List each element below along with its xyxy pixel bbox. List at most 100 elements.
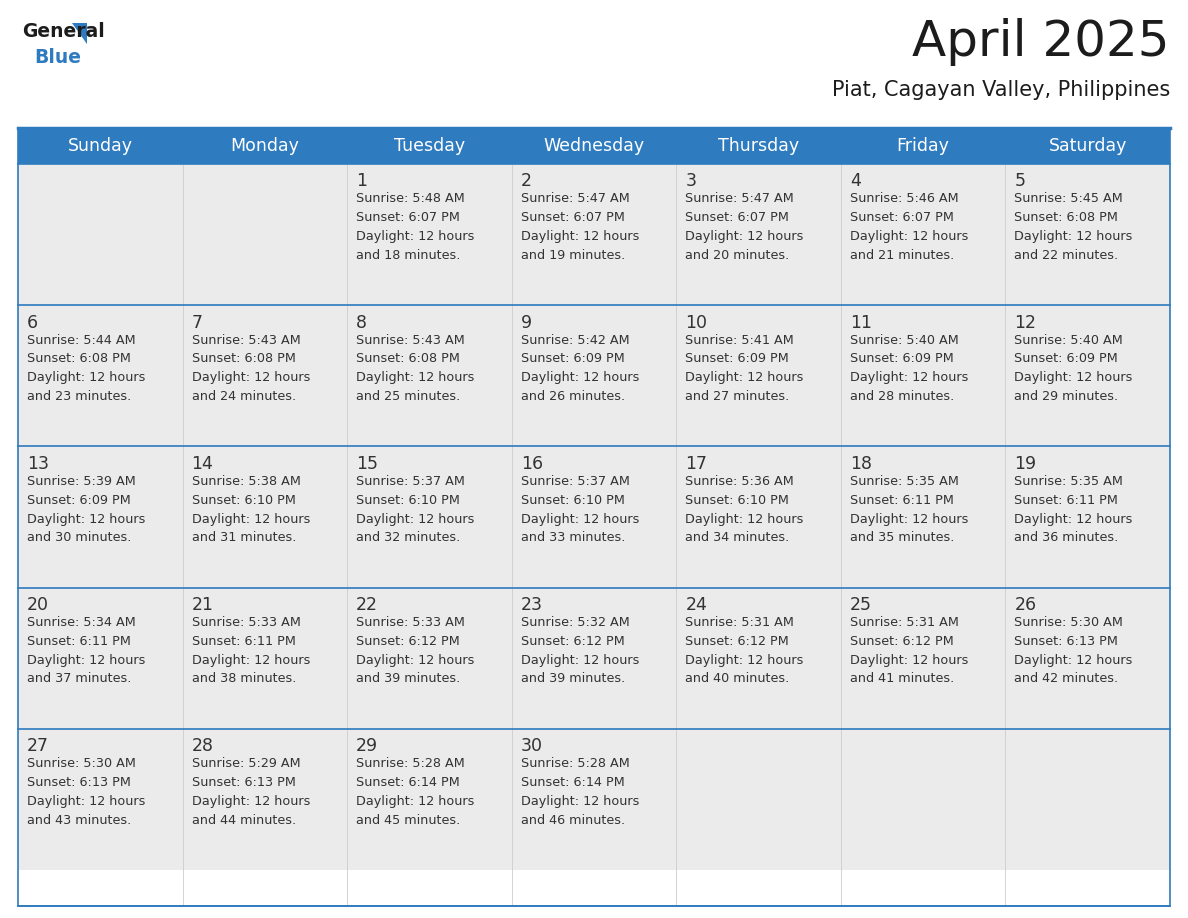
Text: Daylight: 12 hours: Daylight: 12 hours — [191, 371, 310, 385]
Text: Sunset: 6:13 PM: Sunset: 6:13 PM — [1015, 635, 1118, 648]
Text: Daylight: 12 hours: Daylight: 12 hours — [356, 371, 474, 385]
Text: Daylight: 12 hours: Daylight: 12 hours — [191, 512, 310, 525]
Text: Sunset: 6:07 PM: Sunset: 6:07 PM — [849, 211, 954, 224]
Text: and 20 minutes.: and 20 minutes. — [685, 249, 790, 262]
Text: Sunrise: 5:33 AM: Sunrise: 5:33 AM — [356, 616, 465, 629]
Text: 23: 23 — [520, 596, 543, 614]
Bar — [512, 588, 676, 729]
Text: and 46 minutes.: and 46 minutes. — [520, 813, 625, 827]
Bar — [18, 128, 1170, 164]
Text: Sunrise: 5:28 AM: Sunrise: 5:28 AM — [356, 757, 465, 770]
Text: 2: 2 — [520, 173, 532, 191]
Text: Sunset: 6:11 PM: Sunset: 6:11 PM — [1015, 494, 1118, 507]
Text: and 36 minutes.: and 36 minutes. — [1015, 532, 1119, 544]
Text: Sunrise: 5:47 AM: Sunrise: 5:47 AM — [520, 193, 630, 206]
Text: and 21 minutes.: and 21 minutes. — [849, 249, 954, 262]
Text: 29: 29 — [356, 737, 378, 756]
Text: 12: 12 — [1015, 314, 1036, 331]
Bar — [512, 305, 676, 446]
Bar — [347, 729, 512, 870]
Text: and 42 minutes.: and 42 minutes. — [1015, 673, 1119, 686]
Text: and 18 minutes.: and 18 minutes. — [356, 249, 461, 262]
Text: 14: 14 — [191, 455, 214, 473]
Text: 7: 7 — [191, 314, 203, 331]
Text: 3: 3 — [685, 173, 696, 191]
Text: Sunset: 6:12 PM: Sunset: 6:12 PM — [356, 635, 460, 648]
Text: Sunrise: 5:48 AM: Sunrise: 5:48 AM — [356, 193, 465, 206]
Text: Daylight: 12 hours: Daylight: 12 hours — [191, 654, 310, 666]
Text: and 31 minutes.: and 31 minutes. — [191, 532, 296, 544]
Bar — [18, 446, 183, 588]
Text: 28: 28 — [191, 737, 214, 756]
Text: Sunset: 6:11 PM: Sunset: 6:11 PM — [27, 635, 131, 648]
Text: Sunset: 6:09 PM: Sunset: 6:09 PM — [27, 494, 131, 507]
Text: 4: 4 — [849, 173, 861, 191]
Text: Daylight: 12 hours: Daylight: 12 hours — [1015, 371, 1133, 385]
Text: 16: 16 — [520, 455, 543, 473]
Text: Sunset: 6:09 PM: Sunset: 6:09 PM — [849, 353, 954, 365]
Text: Sunset: 6:10 PM: Sunset: 6:10 PM — [685, 494, 789, 507]
Text: Daylight: 12 hours: Daylight: 12 hours — [356, 795, 474, 808]
Bar — [841, 588, 1005, 729]
Text: 15: 15 — [356, 455, 378, 473]
Text: Sunset: 6:07 PM: Sunset: 6:07 PM — [520, 211, 625, 224]
Text: Sunrise: 5:36 AM: Sunrise: 5:36 AM — [685, 475, 794, 487]
Bar — [347, 305, 512, 446]
Text: Daylight: 12 hours: Daylight: 12 hours — [520, 654, 639, 666]
Text: Sunrise: 5:35 AM: Sunrise: 5:35 AM — [849, 475, 959, 487]
Text: Sunset: 6:12 PM: Sunset: 6:12 PM — [685, 635, 789, 648]
Text: Daylight: 12 hours: Daylight: 12 hours — [849, 230, 968, 243]
Text: Sunrise: 5:45 AM: Sunrise: 5:45 AM — [1015, 193, 1123, 206]
Text: 6: 6 — [27, 314, 38, 331]
Text: Sunrise: 5:42 AM: Sunrise: 5:42 AM — [520, 334, 630, 347]
Text: Sunrise: 5:31 AM: Sunrise: 5:31 AM — [685, 616, 794, 629]
Text: Sunrise: 5:40 AM: Sunrise: 5:40 AM — [849, 334, 959, 347]
Bar — [18, 305, 183, 446]
Text: 26: 26 — [1015, 596, 1037, 614]
Text: Sunrise: 5:39 AM: Sunrise: 5:39 AM — [27, 475, 135, 487]
Text: 27: 27 — [27, 737, 49, 756]
Text: Tuesday: Tuesday — [394, 137, 465, 155]
Bar — [18, 164, 183, 305]
Text: 24: 24 — [685, 596, 707, 614]
Text: and 39 minutes.: and 39 minutes. — [520, 673, 625, 686]
Text: Wednesday: Wednesday — [543, 137, 645, 155]
Bar — [512, 164, 676, 305]
Polygon shape — [72, 23, 88, 44]
Text: Sunset: 6:14 PM: Sunset: 6:14 PM — [356, 776, 460, 789]
Bar — [676, 729, 841, 870]
Text: 1: 1 — [356, 173, 367, 191]
Bar — [676, 446, 841, 588]
Bar — [18, 588, 183, 729]
Text: Sunrise: 5:30 AM: Sunrise: 5:30 AM — [1015, 616, 1124, 629]
Text: Sunday: Sunday — [68, 137, 133, 155]
Text: Sunrise: 5:41 AM: Sunrise: 5:41 AM — [685, 334, 794, 347]
Text: Sunset: 6:07 PM: Sunset: 6:07 PM — [685, 211, 789, 224]
Bar — [512, 729, 676, 870]
Text: Sunrise: 5:44 AM: Sunrise: 5:44 AM — [27, 334, 135, 347]
Text: Sunrise: 5:35 AM: Sunrise: 5:35 AM — [1015, 475, 1124, 487]
Text: Sunrise: 5:34 AM: Sunrise: 5:34 AM — [27, 616, 135, 629]
Text: 22: 22 — [356, 596, 378, 614]
Text: Daylight: 12 hours: Daylight: 12 hours — [27, 371, 145, 385]
Text: General: General — [23, 22, 105, 41]
Text: Daylight: 12 hours: Daylight: 12 hours — [1015, 654, 1133, 666]
Text: Daylight: 12 hours: Daylight: 12 hours — [27, 795, 145, 808]
Text: and 23 minutes.: and 23 minutes. — [27, 390, 131, 403]
Bar — [183, 446, 347, 588]
Text: and 27 minutes.: and 27 minutes. — [685, 390, 790, 403]
Text: Monday: Monday — [230, 137, 299, 155]
Bar — [1005, 729, 1170, 870]
Text: 9: 9 — [520, 314, 532, 331]
Text: Sunset: 6:12 PM: Sunset: 6:12 PM — [849, 635, 954, 648]
Text: and 38 minutes.: and 38 minutes. — [191, 673, 296, 686]
Text: Daylight: 12 hours: Daylight: 12 hours — [520, 512, 639, 525]
Bar — [183, 588, 347, 729]
Text: Sunrise: 5:43 AM: Sunrise: 5:43 AM — [191, 334, 301, 347]
Text: and 26 minutes.: and 26 minutes. — [520, 390, 625, 403]
Text: Sunrise: 5:30 AM: Sunrise: 5:30 AM — [27, 757, 135, 770]
Text: Daylight: 12 hours: Daylight: 12 hours — [356, 230, 474, 243]
Text: Daylight: 12 hours: Daylight: 12 hours — [27, 512, 145, 525]
Text: and 30 minutes.: and 30 minutes. — [27, 532, 132, 544]
Text: Blue: Blue — [34, 48, 81, 67]
